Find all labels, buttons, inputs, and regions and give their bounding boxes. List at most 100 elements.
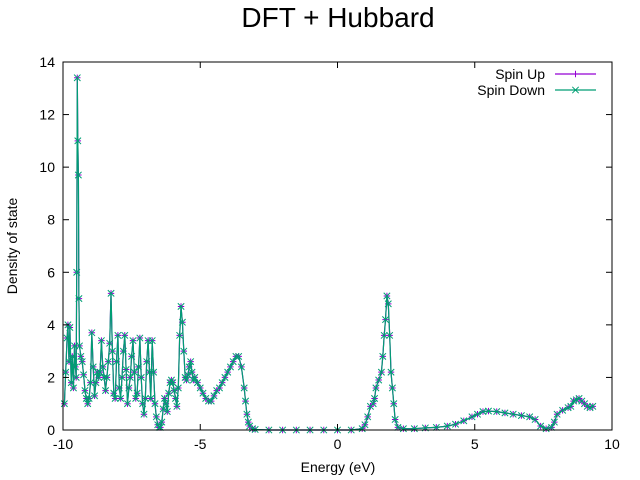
data-point (104, 358, 112, 366)
data-point (65, 358, 73, 366)
data-point (69, 384, 77, 392)
data-point (126, 373, 134, 381)
data-point (121, 331, 129, 339)
data-point (134, 363, 143, 371)
data-point (517, 411, 525, 420)
data-point (77, 352, 85, 360)
data-point (384, 300, 392, 308)
data-point (460, 417, 468, 425)
data-point (473, 410, 482, 418)
data-point (68, 352, 76, 360)
data-point (114, 331, 122, 339)
data-point (62, 368, 70, 376)
y-tick-label: 14 (39, 54, 55, 70)
data-point (379, 352, 387, 360)
x-tick-label: 0 (334, 436, 342, 452)
data-point (361, 421, 369, 429)
data-point (170, 387, 178, 395)
data-point (375, 376, 383, 384)
data-point (210, 392, 218, 400)
data-point (537, 422, 545, 430)
data-point (509, 410, 517, 418)
data-point (137, 373, 145, 381)
data-point (143, 358, 151, 366)
data-point (493, 408, 501, 416)
data-point (171, 394, 180, 403)
data-point (399, 425, 407, 433)
y-tick-label: 10 (39, 159, 55, 175)
data-point (390, 400, 398, 408)
data-point (75, 342, 84, 350)
data-point (133, 389, 141, 397)
data-point (128, 352, 136, 360)
data-point (553, 410, 561, 418)
data-point (129, 337, 137, 345)
data-point (196, 384, 204, 392)
data-point (152, 413, 160, 421)
data-point (386, 331, 394, 339)
data-point (248, 425, 256, 433)
x-tick-label: 10 (604, 436, 620, 452)
data-point (119, 347, 127, 355)
data-point (232, 352, 240, 360)
data-point (381, 316, 390, 324)
data-point (75, 295, 83, 303)
y-tick-label: 4 (47, 317, 55, 333)
axes: -10 -5 0 5 10 0 2 4 6 8 10 12 14 (39, 54, 620, 452)
data-point (251, 425, 259, 434)
data-point (237, 363, 245, 371)
legend-marker-swatch (572, 70, 579, 78)
data-point (388, 384, 396, 392)
data-point (82, 394, 90, 403)
data-point (221, 373, 229, 381)
data-point (193, 379, 202, 387)
chart-title: DFT + Hubbard (241, 2, 434, 33)
x-axis-title: Energy (eV) (301, 459, 376, 475)
data-point (72, 373, 80, 381)
data-point (224, 368, 232, 376)
data-point (92, 379, 100, 387)
data-point (451, 420, 460, 428)
data-point (199, 389, 207, 397)
data-point (207, 397, 215, 405)
data-point (95, 373, 103, 381)
data-point (371, 394, 379, 403)
data-point (215, 384, 224, 392)
data-point (177, 302, 185, 311)
y-tick-label: 8 (47, 212, 55, 228)
data-point (158, 418, 166, 426)
data-point (468, 413, 476, 421)
data-point (377, 368, 385, 376)
data-point (161, 394, 169, 403)
data-point (372, 384, 380, 392)
data-point (229, 358, 237, 366)
x-tick-label: -10 (53, 436, 73, 452)
data-point (80, 371, 88, 379)
series-spin-down (60, 74, 597, 434)
data-point (123, 400, 132, 408)
data-point (176, 331, 184, 339)
data-point (132, 394, 140, 403)
data-point (100, 373, 108, 381)
data-point (86, 379, 95, 387)
data-point (567, 402, 575, 410)
data-point (531, 415, 539, 424)
plot-area (60, 74, 597, 434)
data-point (107, 289, 115, 297)
data-point (97, 337, 105, 345)
data-point (484, 407, 493, 415)
legend-marker-swatch (571, 86, 580, 94)
data-point (99, 363, 107, 371)
data-point (106, 339, 114, 347)
data-point (241, 397, 250, 405)
data-point (81, 387, 89, 395)
data-point (147, 394, 155, 403)
data-point (173, 402, 181, 410)
data-point (184, 371, 192, 379)
y-tick-label: 6 (47, 264, 55, 280)
data-point (410, 425, 418, 433)
data-point (111, 394, 119, 403)
data-point (240, 384, 248, 392)
data-point (74, 171, 82, 179)
